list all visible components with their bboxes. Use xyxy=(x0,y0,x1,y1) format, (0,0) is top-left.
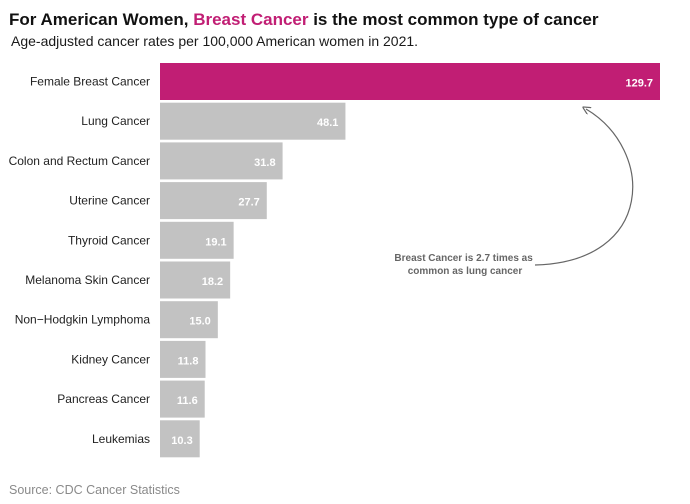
bar xyxy=(160,221,234,259)
value-label: 48.1 xyxy=(317,117,338,129)
bar xyxy=(160,380,205,418)
category-label: Kidney Cancer xyxy=(71,352,150,366)
value-label: 31.8 xyxy=(254,157,275,169)
chart-title: For American Women, Breast Cancer is the… xyxy=(9,10,599,30)
annotation-arrow xyxy=(534,109,634,266)
value-label: 129.7 xyxy=(625,78,653,90)
bar xyxy=(160,182,267,220)
category-label: Leukemias xyxy=(92,432,150,446)
bar xyxy=(160,301,218,339)
category-label: Pancreas Cancer xyxy=(57,392,150,406)
bar-group: Non−Hodgkin Lymphoma 15.0 xyxy=(15,301,218,339)
value-label: 19.1 xyxy=(205,236,226,248)
value-label: 15.0 xyxy=(189,316,210,328)
bar xyxy=(160,420,200,458)
category-label: Thyroid Cancer xyxy=(68,233,150,247)
bar-group: Melanoma Skin Cancer 18.2 xyxy=(25,261,231,299)
annotation-line-2: common as lung cancer xyxy=(408,266,523,277)
category-label: Non−Hodgkin Lymphoma xyxy=(15,313,151,327)
category-label: Female Breast Cancer xyxy=(30,75,150,89)
value-label: 18.2 xyxy=(202,276,223,288)
category-label: Melanoma Skin Cancer xyxy=(25,273,150,287)
bar-group: Female Breast Cancer 129.7 xyxy=(30,63,660,100)
value-label: 11.8 xyxy=(178,355,199,367)
title-prefix: For American Women, xyxy=(9,10,194,29)
bar-group: Uterine Cancer 27.7 xyxy=(69,182,267,220)
bar-group: Lung Cancer 48.1 xyxy=(81,102,346,140)
chart-subtitle: Age-adjusted cancer rates per 100,000 Am… xyxy=(11,33,419,49)
bar-group: Pancreas Cancer 11.6 xyxy=(57,380,205,418)
category-label: Lung Cancer xyxy=(81,114,150,128)
value-label: 27.7 xyxy=(238,197,259,209)
category-label: Uterine Cancer xyxy=(69,194,150,208)
bar-group: Leukemias 10.3 xyxy=(92,420,200,458)
category-label: Colon and Rectum Cancer xyxy=(9,154,150,168)
title-highlight: Breast Cancer xyxy=(193,10,309,29)
value-label: 11.6 xyxy=(177,395,198,407)
source-note: Source: CDC Cancer Statistics xyxy=(9,483,180,497)
annotation-line-1: Breast Cancer is 2.7 times as xyxy=(394,253,533,264)
bar xyxy=(160,63,660,100)
bar-group: Thyroid Cancer 19.1 xyxy=(68,221,234,259)
annotation-text: Breast Cancer is 2.7 times as common as … xyxy=(394,253,535,277)
bar-group: Colon and Rectum Cancer 31.8 xyxy=(9,142,283,180)
bar xyxy=(160,102,346,140)
title-suffix: is the most common type of cancer xyxy=(308,10,599,29)
bar xyxy=(160,142,283,180)
value-label: 10.3 xyxy=(171,435,192,447)
bar-group: Kidney Cancer 11.8 xyxy=(71,340,206,378)
bar xyxy=(160,261,231,299)
bar xyxy=(160,340,206,378)
